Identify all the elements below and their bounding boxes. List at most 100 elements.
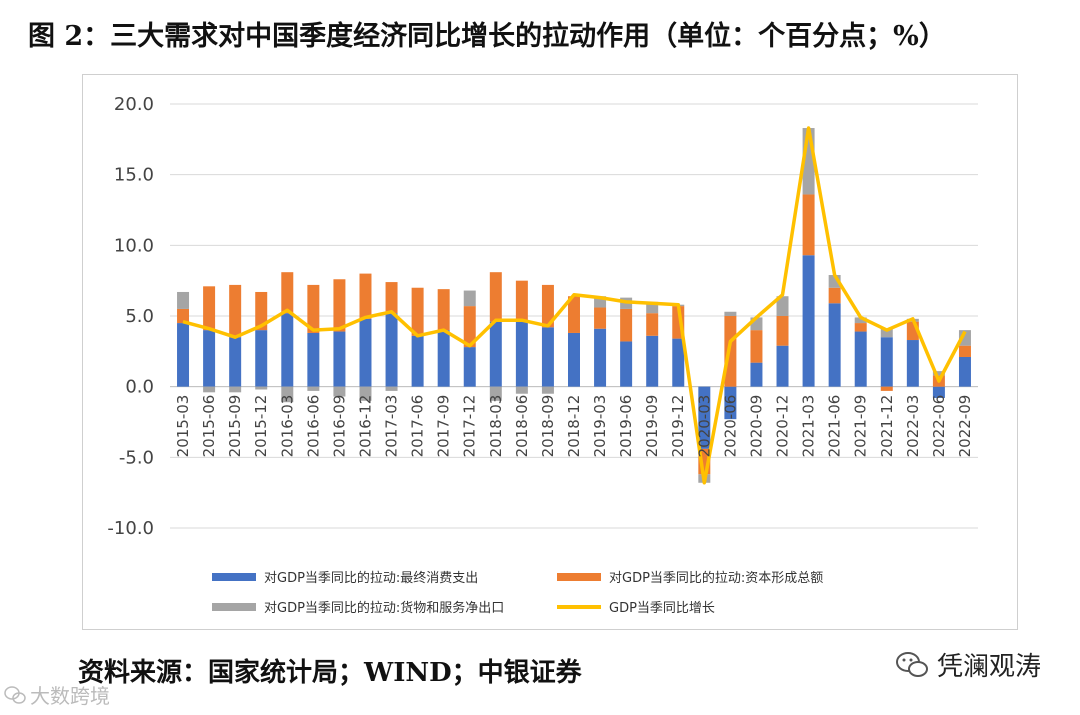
y-tick-label: 5.0 (125, 306, 154, 327)
bar-segment (828, 287, 841, 304)
bar-segment (385, 282, 398, 314)
x-tick-label: 2018-03 (487, 395, 505, 458)
bar-segment (802, 194, 815, 256)
y-tick-label: -10.0 (107, 518, 154, 539)
bar-segment (515, 386, 528, 394)
x-tick-label: 2020-06 (721, 395, 739, 458)
bar-segment (932, 371, 945, 376)
y-tick-label: 10.0 (114, 235, 154, 256)
bar-segment (255, 291, 268, 331)
wechat-icon (896, 651, 928, 677)
bar-segment (880, 328, 893, 338)
bar-segment (724, 316, 737, 387)
x-tick-label: 2016-09 (330, 395, 348, 458)
bar-segment (906, 340, 919, 387)
bar-segment (411, 287, 424, 336)
bar-segment (385, 313, 398, 387)
y-tick-label: 20.0 (114, 94, 154, 115)
bar-segment (385, 386, 398, 391)
bar-segment (333, 386, 346, 397)
bar-segment (932, 386, 945, 398)
x-tick-label: 2015-06 (200, 395, 218, 458)
x-tick-label: 2017-06 (409, 395, 427, 458)
bar-segment (463, 347, 476, 387)
source-note: 资料来源：国家统计局；WIND；中银证券 (78, 658, 582, 688)
x-tick-label: 2015-12 (252, 395, 270, 458)
legend-swatch (557, 573, 601, 581)
bar-segment (672, 338, 685, 387)
bar-segment (828, 275, 841, 288)
x-tick-label: 2019-06 (617, 395, 635, 458)
legend-swatch (212, 573, 256, 581)
bar-segment (958, 330, 971, 346)
bar-segment (776, 296, 789, 316)
bar-segment (620, 308, 633, 342)
x-tick-label: 2021-06 (826, 395, 844, 458)
x-tick-label: 2016-03 (278, 395, 296, 458)
bar-segment (359, 386, 372, 401)
bar-segment (620, 341, 633, 387)
bar-segment (203, 330, 216, 387)
x-tick-label: 2020-09 (747, 395, 765, 458)
bar-segment (463, 290, 476, 307)
bar-segment (906, 321, 919, 341)
bar-segment (541, 284, 554, 328)
watermark-left: 大数跨境 (4, 680, 110, 709)
x-axis-ticks: 2015-03 2015-06 2015-09 2015-12 2016-03 2016-… (174, 395, 974, 458)
bar-segment (750, 330, 763, 363)
x-tick-label: 2017-09 (435, 395, 453, 458)
legend-label: 对GDP当季同比的拉动:资本形成总额 (609, 570, 823, 586)
x-tick-label: 2020-12 (774, 395, 792, 458)
watermark-right: 凭澜观涛 (895, 646, 1041, 683)
x-tick-label: 2015-03 (174, 395, 192, 458)
bar-segment (724, 311, 737, 316)
x-tick-label: 2017-03 (383, 395, 401, 458)
x-tick-label: 2022-06 (930, 395, 948, 458)
bar-segment (750, 317, 763, 331)
legend-label: 对GDP当季同比的拉动:最终消费支出 (264, 570, 478, 586)
bar-segment (802, 128, 815, 195)
legend-swatch (212, 603, 256, 611)
bar-segment (177, 323, 190, 387)
bar-segment (802, 255, 815, 387)
bar-segment (437, 289, 450, 331)
bar-segment (646, 301, 659, 314)
x-tick-label: 2015-09 (226, 395, 244, 458)
figure-title: 图 2：三大需求对中国季度经济同比增长的拉动作用（单位：个百分点；%） (28, 21, 946, 52)
chart-legend: 对GDP当季同比的拉动:最终消费支出 对GDP当季同比的拉动:资本形成总额对GDP… (212, 570, 823, 616)
bar-segment (489, 321, 502, 387)
bar-segment (203, 286, 216, 331)
bar-segment (541, 327, 554, 387)
bar-segment (724, 386, 737, 420)
bar-segment (594, 296, 607, 308)
legend-label: GDP当季同比增长 (609, 601, 715, 616)
bar-segment (229, 337, 242, 387)
bar-segment (541, 386, 554, 394)
bar-segment (411, 335, 424, 387)
y-tick-label: 15.0 (114, 165, 154, 186)
bar-segment (307, 284, 320, 333)
chart-frame (82, 74, 1018, 630)
bar-segment (646, 313, 659, 336)
bar-segment (437, 330, 450, 387)
watermark-left-text: 大数跨境 (30, 684, 110, 708)
bar-segment (489, 386, 502, 401)
x-tick-label: 2021-03 (800, 395, 818, 458)
bar-segment (203, 386, 216, 393)
x-tick-label: 2018-09 (539, 395, 557, 458)
bar-segment (255, 330, 268, 387)
wechat-outline-icon (4, 685, 26, 704)
x-tick-label: 2019-09 (643, 395, 661, 458)
bar-segment (281, 386, 294, 403)
x-tick-label: 2022-09 (956, 395, 974, 458)
bar-segment (463, 306, 476, 348)
x-tick-label: 2021-09 (852, 395, 870, 458)
x-tick-label: 2016-06 (304, 395, 322, 458)
bar-segment (854, 331, 867, 387)
bar-segment (698, 448, 711, 475)
bar-segment (333, 331, 346, 387)
bar-segment (854, 317, 867, 324)
bar-segment (177, 291, 190, 309)
bar-segment (359, 318, 372, 387)
bar-segment (229, 386, 242, 393)
